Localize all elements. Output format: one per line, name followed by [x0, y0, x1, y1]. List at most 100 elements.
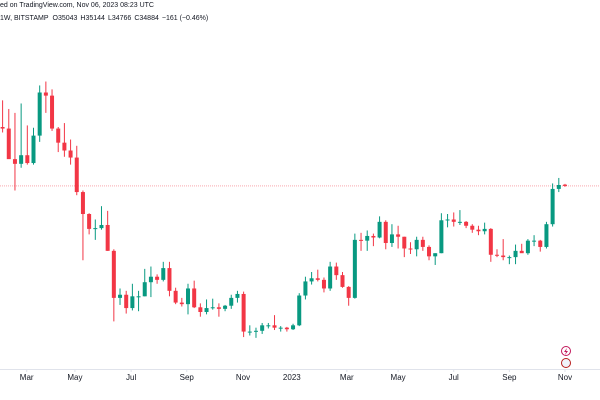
candle-body — [562, 184, 567, 186]
candle-body — [229, 297, 234, 306]
candle-body — [359, 239, 364, 241]
candle-body — [328, 266, 333, 289]
candle-body — [62, 142, 67, 151]
candle-body — [210, 307, 215, 309]
candle-body — [37, 92, 42, 136]
candle-body — [365, 235, 370, 241]
x-tick-label: Sep — [502, 373, 517, 382]
candle-body — [488, 228, 493, 255]
candle-body — [309, 278, 314, 282]
candle-body — [87, 214, 92, 229]
x-tick-label: May — [67, 373, 82, 382]
flag-icon — [561, 358, 571, 368]
candle-body — [383, 221, 388, 244]
candle-body — [297, 295, 302, 326]
candle-body — [272, 325, 277, 328]
candle-body — [161, 268, 166, 280]
candle-body — [315, 278, 320, 280]
candle-body — [223, 305, 228, 309]
x-tick-label: Jul — [126, 373, 136, 382]
candle-body — [507, 257, 512, 259]
candle-body — [433, 253, 438, 257]
candle-body — [519, 250, 524, 254]
candle-body — [136, 296, 141, 298]
candle-body — [396, 234, 401, 237]
candle-body — [303, 281, 308, 296]
candle-body — [43, 92, 48, 96]
candle-body — [550, 188, 555, 225]
candle-body — [253, 330, 258, 332]
candle-body — [439, 220, 444, 254]
x-tick-label: May — [391, 373, 406, 382]
candle-body — [192, 288, 197, 308]
candle-body — [167, 268, 172, 291]
x-tick-label: Nov — [236, 373, 250, 382]
candle-body — [501, 255, 506, 258]
ohlc-value: 35043 — [58, 15, 78, 22]
candle-body — [124, 294, 129, 309]
candle-body — [93, 228, 98, 230]
candle-body — [25, 155, 30, 164]
candle-body — [155, 276, 160, 280]
candle-body — [340, 275, 345, 287]
event-icon-bolt — [564, 348, 568, 355]
ohlc-value: 34766 — [112, 15, 132, 22]
candle-body — [408, 248, 413, 250]
candle-body — [420, 239, 425, 247]
candle-body — [186, 288, 190, 305]
x-tick-label: 2023 — [283, 373, 301, 382]
candle-body — [464, 221, 469, 226]
candle-body — [278, 327, 283, 329]
candle-body — [284, 327, 289, 330]
candle-body — [371, 235, 376, 238]
candle-body — [389, 234, 394, 244]
candle-body — [130, 296, 135, 309]
source-text: ed on TradingView.com, Nov 06, 2023 08:2… — [0, 2, 154, 9]
icons — [561, 346, 571, 368]
candle-body — [12, 159, 17, 164]
candle-body — [179, 302, 184, 305]
ohlc-value: 35144 — [85, 15, 105, 22]
candle-body — [377, 221, 382, 238]
candle-body — [321, 279, 326, 289]
candle-body — [68, 150, 73, 158]
candle-body — [111, 250, 116, 298]
header: ed on TradingView.com, Nov 06, 2023 08:2… — [0, 2, 154, 22]
candle-body — [427, 246, 432, 257]
ohlc-value: 34884 — [139, 15, 159, 22]
candle-body — [513, 250, 518, 258]
candle-body — [291, 325, 296, 330]
candle-body — [334, 266, 339, 276]
candle-body — [216, 307, 221, 309]
candle-body — [173, 290, 178, 303]
candle-body — [451, 219, 456, 222]
ohlc-letter: L — [108, 15, 112, 22]
candle-body — [142, 282, 147, 297]
candle-body — [495, 254, 499, 256]
ohlc-letter: H — [80, 15, 85, 22]
x-tick-label: Jul — [449, 373, 459, 382]
candle-body — [352, 239, 357, 298]
candle-body — [445, 219, 450, 221]
candle-body — [247, 331, 252, 333]
candle-body — [241, 293, 246, 332]
candle-body — [50, 95, 55, 129]
candle-body — [414, 239, 419, 250]
candle-body — [19, 155, 24, 164]
x-tick-label: Mar — [340, 373, 354, 382]
candle-body — [470, 225, 475, 230]
candle-body — [204, 308, 209, 312]
candle-body — [0, 126, 5, 129]
candle-body — [532, 240, 537, 242]
candle-body — [99, 224, 104, 229]
candle-body — [544, 224, 549, 247]
candle-body — [266, 325, 271, 327]
candle-body — [525, 240, 530, 254]
candle-body — [31, 135, 36, 164]
x-tick-label: Nov — [558, 373, 572, 382]
symbol: 1W, BITSTAMP — [0, 15, 49, 22]
candle-body — [482, 228, 487, 232]
candle-body — [56, 128, 61, 143]
candle-body — [74, 157, 79, 193]
